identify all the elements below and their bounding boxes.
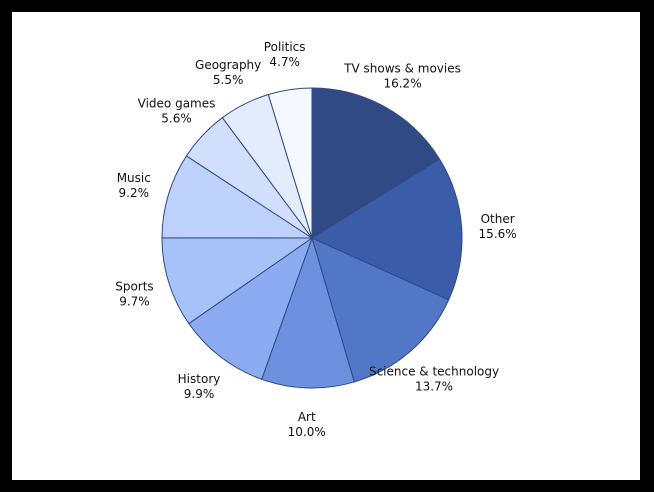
pie-slice [188,236,313,380]
value-label: 9.7% [119,294,150,308]
pie-slice [161,237,314,325]
value-label: 9.9% [184,387,215,401]
pie-slice [310,158,463,301]
value-label: 15.6% [479,227,517,241]
pie-slice [261,236,355,389]
slice-label: Politics [264,40,306,54]
pie-slice [311,237,450,383]
value-label: 5.6% [161,112,192,126]
value-label: 4.7% [269,55,300,69]
pie-slice [311,87,441,239]
slice-label: Geography [195,58,261,72]
value-label: 16.2% [383,77,421,91]
slice-label: History [178,372,221,386]
slice-label: Sports [115,279,153,293]
slice-label: Art [298,410,316,424]
value-label: 10.0% [288,425,326,439]
slice-label: Video games [138,97,216,111]
value-label: 9.2% [119,186,150,200]
value-label: 5.5% [213,73,244,87]
slice-label: Other [481,212,515,226]
pie-slice [161,155,314,239]
value-label: 13.7% [415,379,453,393]
slice-label: Music [117,171,151,185]
pie-slice [267,87,313,239]
slice-label: Science & technology [369,364,499,378]
slice-label: TV shows & movies [343,62,461,76]
